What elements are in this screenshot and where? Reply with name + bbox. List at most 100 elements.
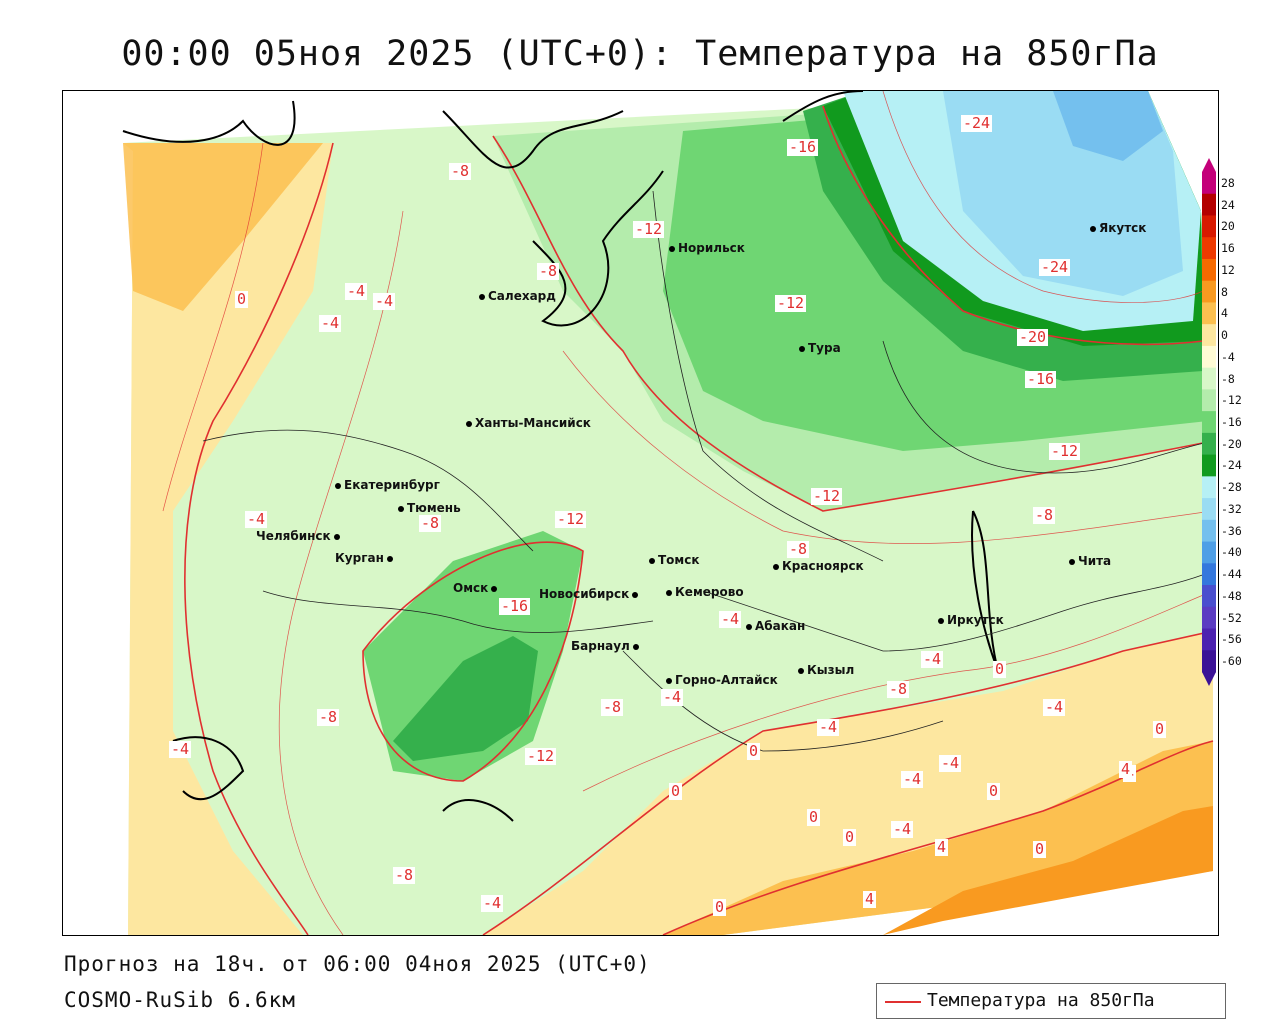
colorbar-segment [1202,606,1216,630]
contour-label: -4 [1043,698,1066,716]
contour-label: 0 [807,808,821,826]
contour-label: 0 [669,782,683,800]
contour-label: -4 [921,650,944,668]
colorbar-segment [1202,541,1216,564]
admin-borders [202,190,1214,752]
colorbar [1202,158,1216,690]
contour-label: 0 [235,290,249,308]
isotherm-lines [184,105,1214,935]
colorbar-svg [1202,158,1216,686]
temperature-map: Салехард Норильск Тура Якутск Ханты-Манс… [62,90,1219,936]
city-dot [479,293,485,300]
city-label: Иркутск [947,613,1004,627]
contour-label: -12 [525,747,557,765]
colorbar-segment [1202,411,1216,434]
colorbar-segment [1202,563,1216,586]
contour-label: -4 [719,610,742,628]
contour-label: -12 [811,487,843,505]
city-dot [632,591,639,598]
colorbar-segments [1202,172,1216,673]
colorbar-tick-label: -12 [1221,393,1242,408]
city-dot [666,589,672,596]
city-dot [773,563,779,570]
contour-label: -16 [1025,370,1057,388]
city-label: Тура [808,341,841,355]
map-title: 00:00 05ноя 2025 (UTC+0): Температура на… [121,34,1159,74]
city-dot [632,643,639,650]
colorbar-tick-label: -44 [1221,567,1242,582]
colorbar-segment [1202,258,1216,282]
legend-box: Температура на 850гПа [876,983,1226,1019]
contour-label: 0 [747,742,761,760]
colorbar-segment [1202,519,1216,543]
colorbar-tick-label: -8 [1221,371,1235,386]
city-dot [799,345,805,352]
contour-label: -8 [393,866,416,884]
colorbar-segment [1202,172,1216,195]
colorbar-tick-label: -60 [1221,654,1242,669]
city-label: Горно-Алтайск [675,673,778,687]
contour-label: 4 [935,838,949,856]
city-label: Челябинск [256,529,331,543]
colorbar-segment [1202,498,1216,521]
colorbar-tick-label: -16 [1221,415,1242,429]
contour-label: -4 [939,754,962,772]
city-label: Кемерово [675,585,744,599]
warm-west-region [123,143,333,935]
city-salekhard: Салехард [479,289,556,303]
city-label: Кызыл [807,663,855,677]
city-chita: Чита [1069,554,1111,568]
city-label: Красноярск [782,559,864,573]
city-dot [746,623,752,630]
city-dot [938,617,944,624]
contour-label: -12 [775,294,807,312]
colorbar-segment [1202,302,1216,325]
colorbar-tick-label: -40 [1221,545,1242,560]
colorbar-segment [1202,280,1216,303]
city-label: Якутск [1099,221,1147,235]
contour-label: -8 [601,698,624,716]
forecast-info: Прогноз на 18ч. от 06:00 04ноя 2025 (UTC… [64,952,651,976]
contour-label: -8 [317,708,340,726]
city-tura: Тура [799,341,841,355]
colorbar-segment [1202,324,1216,347]
colorbar-tick-label: -36 [1221,523,1242,538]
city-irkutsk: Иркутск [938,613,1004,627]
contour-label: 0 [1033,840,1047,858]
city-kurgan: Курган [335,551,396,565]
colorbar-segment [1202,237,1216,260]
city-label: Норильск [678,241,745,255]
contour-label: -4 [245,510,268,528]
cold-pool-core [1053,91,1163,161]
city-novosibirsk: Новосибирск [539,587,641,601]
contour-label: -4 [817,718,840,736]
city-label: Томск [658,553,700,567]
city-dot [491,585,498,592]
contour-label: -8 [537,262,560,280]
city-label: Салехард [488,289,556,303]
contour-label: -24 [1039,258,1071,276]
colorbar-segment [1202,650,1216,673]
contour-label: 0 [987,782,1001,800]
city-label: Новосибирск [539,587,630,601]
thin-isotherm-lines [162,91,1214,935]
colorbar-segment [1202,585,1216,608]
city-dot [398,505,404,512]
colorbar-tick-label: 12 [1221,262,1235,277]
city-dot [1090,225,1096,232]
city-kyzyl: Кызыл [798,663,854,677]
city-tyumen: Тюмень [398,501,461,515]
contour-label: -12 [555,510,587,528]
city-gorno-altaysk: Горно-Алтайск [666,673,778,687]
central-cold-core [393,636,538,761]
city-krasnoyarsk: Красноярск [773,559,864,573]
colorbar-tick-label: -32 [1221,501,1242,516]
city-norilsk: Норильск [669,241,745,255]
city-label: Омск [453,581,489,595]
contour-label: 0 [993,660,1007,678]
city-dot [333,533,340,540]
city-label: Екатеринбург [344,478,440,492]
city-label: Ханты-Мансийск [475,416,591,430]
contour-label: -24 [961,114,993,132]
colorbar-tick-label: 4 [1221,306,1228,321]
